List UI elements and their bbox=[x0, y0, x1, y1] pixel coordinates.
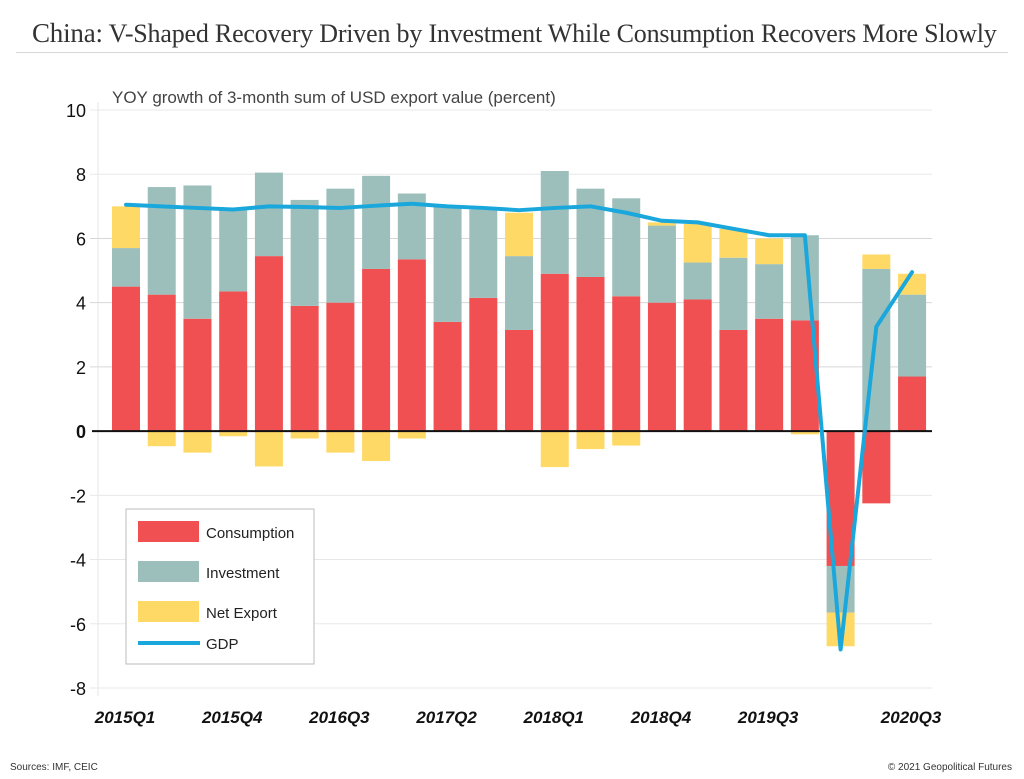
y-tick-label: 4 bbox=[76, 294, 86, 314]
bar-net-export bbox=[505, 212, 534, 257]
chart-subtitle: YOY growth of 3-month sum of USD export … bbox=[112, 88, 556, 107]
sources-note: Sources: IMF, CEIC bbox=[10, 762, 98, 773]
bar-net-export bbox=[576, 431, 605, 450]
legend-swatch-net-export bbox=[138, 601, 199, 622]
legend-label-net-export: Net Export bbox=[206, 605, 278, 622]
x-tick-label: 2018Q4 bbox=[630, 708, 692, 727]
bar-investment bbox=[647, 225, 676, 303]
bar-investment bbox=[362, 175, 391, 269]
bar-consumption bbox=[183, 318, 212, 432]
copyright-note: © 2021 Geopolitical Futures bbox=[887, 762, 1012, 773]
chart-title: China: V-Shaped Recovery Driven by Inves… bbox=[32, 18, 997, 49]
bar-net-export bbox=[719, 228, 748, 258]
bar-net-export bbox=[898, 273, 927, 295]
bar-investment bbox=[112, 248, 140, 287]
bar-consumption bbox=[862, 431, 891, 504]
legend: Consumption Investment Net Export GDP bbox=[125, 508, 315, 665]
bar-consumption bbox=[755, 318, 784, 432]
chart-title-rest: V-Shaped Recovery Driven by Investment W… bbox=[108, 19, 997, 48]
bar-consumption bbox=[219, 291, 248, 432]
x-axis: 2015Q1 2015Q4 2016Q3 2017Q2 2018Q1 2018Q4 2019… bbox=[94, 708, 942, 727]
bar-net-export bbox=[147, 431, 176, 447]
bar-consumption bbox=[612, 296, 641, 432]
bar-consumption bbox=[469, 297, 498, 432]
y-tick-label: -4 bbox=[70, 551, 86, 571]
bar-investment bbox=[505, 256, 534, 330]
x-tick-label: 2015Q1 bbox=[94, 708, 156, 727]
bar-investment bbox=[683, 262, 712, 300]
bar-investment bbox=[433, 206, 462, 322]
bar-consumption bbox=[254, 256, 283, 432]
bar-investment bbox=[576, 188, 605, 277]
bar-investment bbox=[183, 185, 212, 319]
bar-net-export bbox=[612, 431, 641, 446]
bar-net-export bbox=[219, 431, 248, 437]
bar-net-export bbox=[540, 431, 569, 468]
bar-investment bbox=[254, 172, 283, 257]
bar-consumption bbox=[576, 276, 605, 432]
bar-net-export bbox=[112, 206, 140, 249]
legend-label-gdp: GDP bbox=[206, 636, 239, 653]
y-tick-label: 6 bbox=[76, 229, 86, 249]
bar-consumption bbox=[112, 286, 140, 432]
bar-investment bbox=[898, 294, 927, 377]
bar-net-export bbox=[862, 254, 891, 269]
bar-consumption bbox=[719, 329, 748, 432]
bar-net-export bbox=[755, 238, 784, 265]
bar-net-export bbox=[790, 431, 819, 435]
bar-consumption bbox=[362, 268, 391, 432]
bar-consumption bbox=[647, 302, 676, 432]
bar-investment bbox=[147, 187, 176, 295]
gdp-line-group bbox=[124, 201, 915, 652]
y-tick-label: -6 bbox=[70, 615, 86, 635]
y-tick-label: 2 bbox=[76, 358, 86, 378]
chart-title-lead: China: bbox=[32, 18, 103, 48]
bar-net-export bbox=[326, 431, 355, 453]
bar-consumption bbox=[326, 302, 355, 432]
bar-consumption bbox=[433, 321, 462, 432]
bar-consumption bbox=[683, 299, 712, 432]
y-tick-label: 0 bbox=[76, 422, 86, 442]
bar-net-export bbox=[290, 431, 319, 439]
bar-investment bbox=[469, 209, 498, 298]
y-tick-label: -2 bbox=[70, 486, 86, 506]
x-tick-label: 2015Q4 bbox=[201, 708, 263, 727]
bar-consumption bbox=[290, 305, 319, 432]
bar-investment bbox=[755, 264, 784, 319]
bar-investment bbox=[719, 257, 748, 330]
bar-net-export bbox=[647, 222, 676, 226]
bar-consumption bbox=[505, 329, 534, 432]
legend-label-consumption: Consumption bbox=[206, 525, 294, 542]
bar-investment bbox=[290, 199, 319, 306]
y-tick-label: -8 bbox=[70, 679, 86, 699]
bar-net-export bbox=[362, 431, 391, 461]
legend-swatch-consumption bbox=[138, 521, 199, 542]
x-tick-label: 2018Q1 bbox=[523, 708, 585, 727]
legend-swatch-investment bbox=[138, 561, 199, 582]
legend-label-investment: Investment bbox=[206, 565, 280, 582]
x-tick-label: 2017Q2 bbox=[415, 708, 477, 727]
y-axis: 10 8 6 4 2 0 -2 -4 -6 -8 bbox=[66, 101, 86, 699]
x-tick-label: 2019Q3 bbox=[737, 708, 799, 727]
y-tick-label: 8 bbox=[76, 165, 86, 185]
bar-net-export bbox=[683, 223, 712, 263]
bar-net-export bbox=[183, 431, 212, 453]
bar-investment bbox=[219, 209, 248, 292]
bar-investment bbox=[540, 171, 569, 274]
bar-net-export bbox=[397, 431, 426, 439]
x-tick-label: 2020Q3 bbox=[880, 708, 942, 727]
bar-consumption bbox=[540, 273, 569, 432]
y-tick-label: 10 bbox=[66, 101, 86, 121]
bar-consumption bbox=[898, 376, 927, 432]
x-tick-label: 2016Q3 bbox=[308, 708, 370, 727]
bar-net-export bbox=[254, 431, 283, 467]
bar-consumption bbox=[397, 259, 426, 432]
title-divider bbox=[16, 52, 1008, 53]
bar-consumption bbox=[147, 294, 176, 432]
